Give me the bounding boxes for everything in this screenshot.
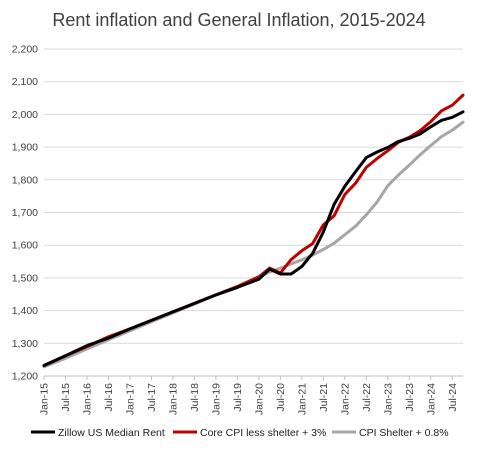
x-tick-label: Jul-23 [404,383,416,412]
y-tick-label: 2,000 [12,109,38,121]
x-tick-label: Jan-20 [253,383,265,415]
y-tick-label: 1,500 [12,272,38,284]
x-tick-label: Jan-21 [296,383,308,415]
series-line-3 [42,120,465,369]
x-tick-label: Jan-24 [425,383,437,415]
y-tick-label: 1,600 [12,240,38,252]
y-tick-label: 1,900 [12,142,38,154]
x-tick-label: Jul-24 [447,383,459,412]
x-tick-label: Jul-19 [232,383,244,412]
y-tick-label: 2,100 [12,76,38,88]
y-tick-label: 1,300 [12,338,38,350]
x-tick-label: Jan-17 [124,383,136,415]
series-line-1 [42,110,465,367]
x-tick-label: Jul-20 [275,383,287,412]
x-tick-label: Jul-21 [318,383,330,412]
legend-label: CPI Shelter + 0.8% [359,427,449,439]
chart-title: Rent inflation and General Inflation, 20… [52,10,425,30]
x-tick-label: Jan-15 [39,383,51,415]
legend-label: Core CPI less shelter + 3% [200,427,326,439]
series-lines [42,93,465,369]
y-tick-label: 1,700 [12,207,38,219]
legend: Zillow US Median Rent Core CPI less shelt… [31,427,449,439]
y-tick-label: 1,400 [12,305,38,317]
x-tick-label: Jan-19 [210,383,222,415]
x-tick-label: Jan-22 [339,383,351,415]
x-axis: Jan-15 Jul-15 Jan-16 Jul-16 Jan-17 Jul-17 Jan-… [39,375,463,415]
x-tick-label: Jul-22 [361,383,373,412]
x-tick-label: Jan-23 [382,383,394,415]
x-tick-label: Jul-17 [146,383,158,412]
x-tick-label: Jul-15 [60,383,72,412]
x-tick-label: Jan-16 [81,383,93,415]
x-tick-label: Jan-18 [167,383,179,415]
y-tick-label: 1,800 [12,174,38,186]
y-tick-label: 1,200 [12,371,38,383]
gridlines [44,48,463,344]
y-tick-label: 2,200 [12,44,38,56]
legend-label: Zillow US Median Rent [58,427,165,439]
x-tick-label: Jul-18 [189,383,201,412]
series-line-2 [42,93,465,367]
y-axis-tick-labels: 1,200 1,300 1,400 1,500 1,600 1,700 1,800 1,900… [12,44,38,383]
x-tick-label: Jul-16 [103,383,115,412]
